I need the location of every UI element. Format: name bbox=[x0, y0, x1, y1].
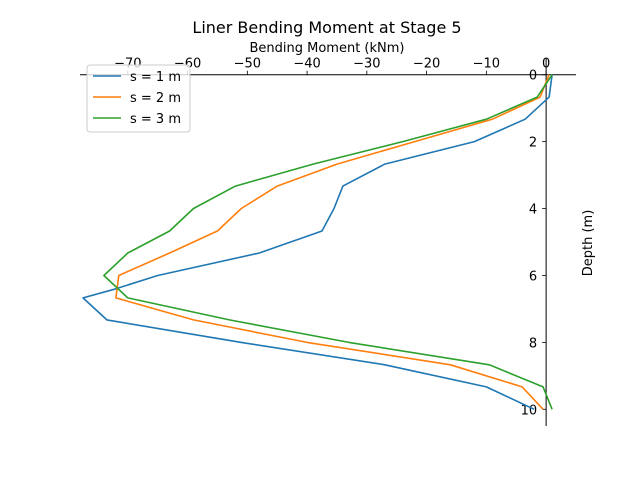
chart-title: Liner Bending Moment at Stage 5 bbox=[192, 18, 461, 37]
legend-box bbox=[86, 64, 191, 133]
y-tick-label: 0 bbox=[529, 69, 537, 84]
x-axis-title: Bending Moment (kNm) bbox=[249, 41, 404, 56]
y-axis-title: Depth (m) bbox=[581, 210, 596, 277]
x-tick-label: −50 bbox=[234, 57, 261, 72]
series-lines bbox=[82, 74, 553, 411]
y-tick-label: 4 bbox=[529, 203, 537, 218]
x-tick-label: −20 bbox=[413, 57, 440, 72]
y-tick-label: 8 bbox=[529, 336, 537, 351]
x-axis: −70 −60 −50 −40 −30 −20 −10 0 bbox=[80, 57, 576, 76]
x-tick-label: −10 bbox=[473, 57, 500, 72]
series-line-1 bbox=[82, 74, 553, 411]
legend-label: s = 1 m bbox=[130, 70, 181, 85]
x-tick-label: −40 bbox=[293, 57, 320, 72]
x-tick-label: −30 bbox=[353, 57, 380, 72]
legend: s = 1 m s = 2 m s = 3 m bbox=[86, 64, 191, 133]
legend-label: s = 2 m bbox=[130, 91, 181, 106]
y-tick-label: 6 bbox=[529, 269, 537, 284]
y-tick-label: 2 bbox=[529, 136, 537, 151]
y-tick-label: 10 bbox=[521, 403, 538, 418]
y-axis: 0 2 4 6 8 10 bbox=[521, 58, 547, 426]
series-line-3 bbox=[103, 74, 553, 410]
series-line-2 bbox=[115, 74, 550, 410]
legend-label: s = 3 m bbox=[130, 112, 181, 127]
